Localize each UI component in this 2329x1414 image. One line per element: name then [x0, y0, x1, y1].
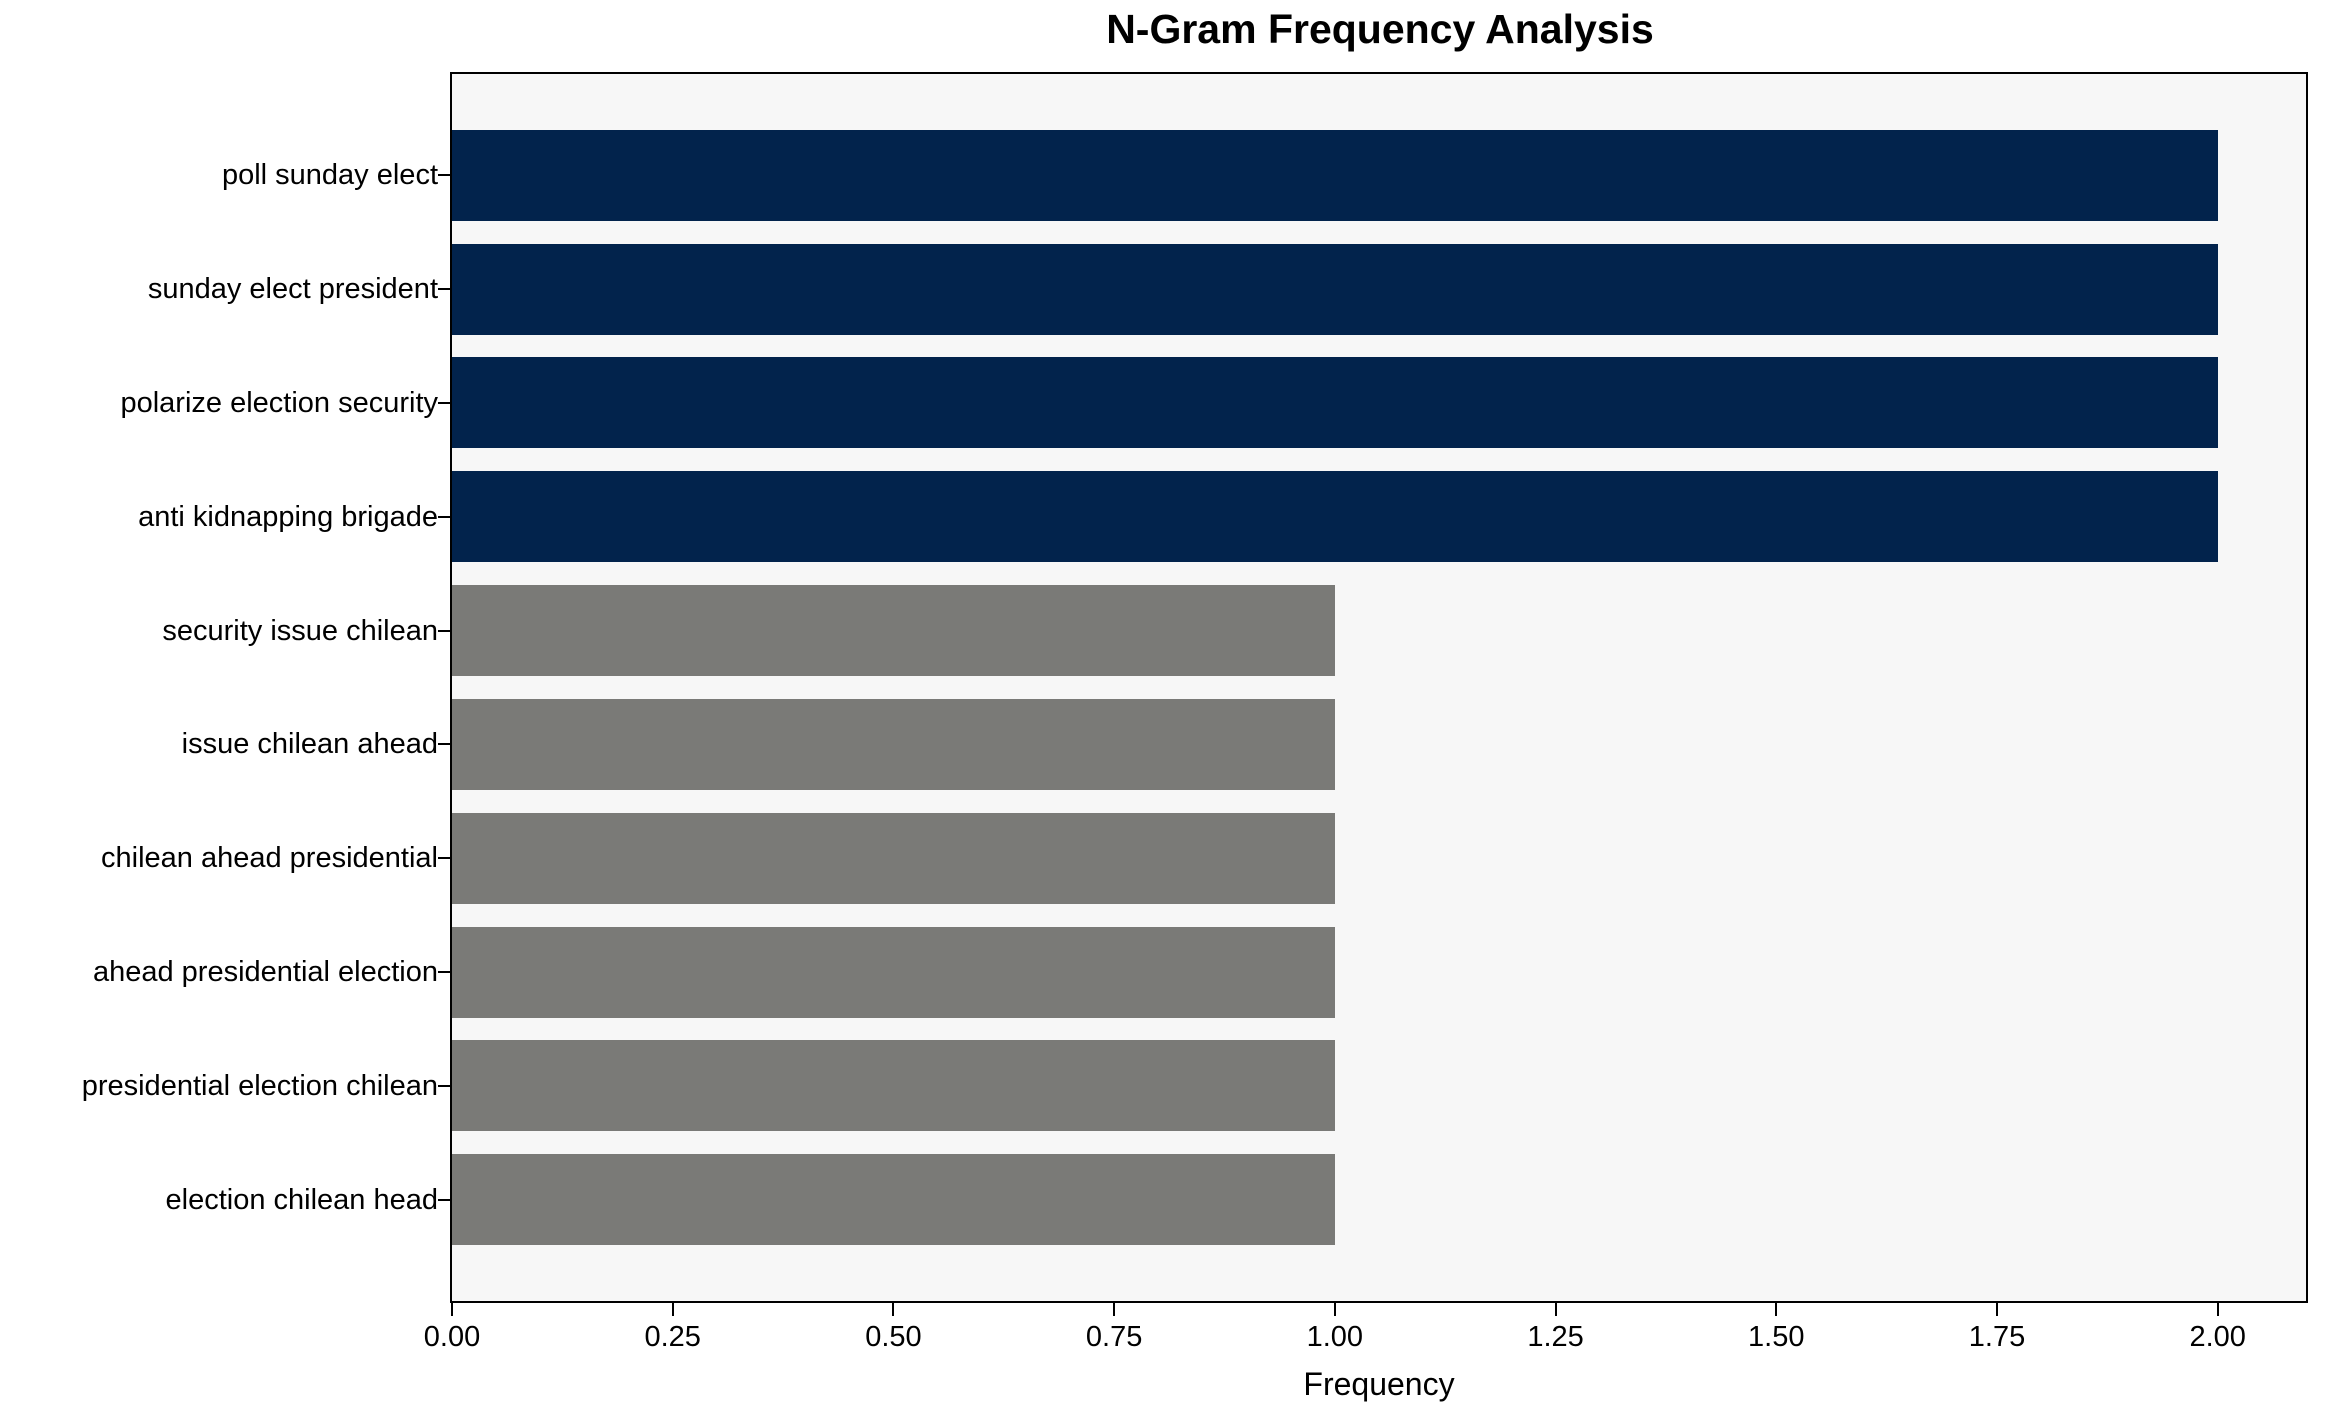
x-tick-label: 0.75 [1085, 1321, 1143, 1353]
y-tick [438, 515, 450, 518]
bar [452, 357, 2218, 449]
x-tick-label: 0.50 [865, 1321, 922, 1353]
y-tick-label: sunday elect president [147, 273, 438, 306]
y-tick-label: ahead presidential election [92, 956, 438, 989]
y-tick-label: election chilean head [165, 1183, 438, 1216]
x-axis-label: Frequency [1303, 1366, 1455, 1402]
y-tick [438, 401, 450, 404]
y-tick [438, 1198, 450, 1201]
y-tick [438, 857, 450, 860]
y-tick-label: anti kidnapping brigade [138, 500, 438, 533]
bar [452, 926, 1335, 1018]
y-tick [438, 1084, 450, 1087]
x-tick-label: 0.00 [423, 1321, 481, 1353]
x-tick [892, 1303, 895, 1316]
x-tick-label: 0.25 [644, 1321, 701, 1353]
y-tick [438, 971, 450, 974]
x-tick [1113, 1303, 1116, 1316]
x-tick [1996, 1303, 1998, 1316]
x-tick-label: 1.00 [1306, 1321, 1364, 1353]
x-tick-label: 2.00 [2189, 1321, 2246, 1353]
x-tick-label: 1.50 [1748, 1321, 1805, 1353]
chart-title: N-Gram Frequency Analysis [1106, 6, 1654, 52]
bar [452, 698, 1335, 790]
y-tick [438, 288, 450, 291]
y-tick [438, 629, 450, 632]
y-tick-label: security issue chilean [162, 614, 438, 647]
y-tick-label: polarize election security [120, 386, 438, 419]
x-tick-label: 1.25 [1527, 1321, 1584, 1353]
y-tick-label: issue chilean ahead [181, 728, 438, 761]
x-tick [1775, 1303, 1778, 1316]
y-tick-label: presidential election chilean [81, 1069, 438, 1102]
plot-area [450, 72, 2308, 1303]
x-tick [451, 1303, 453, 1316]
bar [452, 243, 2218, 335]
x-tick [1333, 1303, 1336, 1316]
bar [452, 129, 2218, 221]
x-tick [2216, 1303, 2219, 1316]
bar [452, 471, 2218, 563]
bar [452, 1154, 1335, 1246]
bar [452, 812, 1335, 904]
bar [452, 585, 1335, 677]
y-tick [438, 174, 450, 177]
bar [452, 1040, 1335, 1132]
x-tick-label: 1.75 [1968, 1321, 2026, 1353]
y-tick-label: poll sunday elect [221, 159, 438, 192]
x-tick [1554, 1303, 1557, 1316]
y-tick [438, 743, 450, 746]
y-tick-label: chilean ahead presidential [101, 842, 438, 875]
x-tick [671, 1303, 674, 1316]
